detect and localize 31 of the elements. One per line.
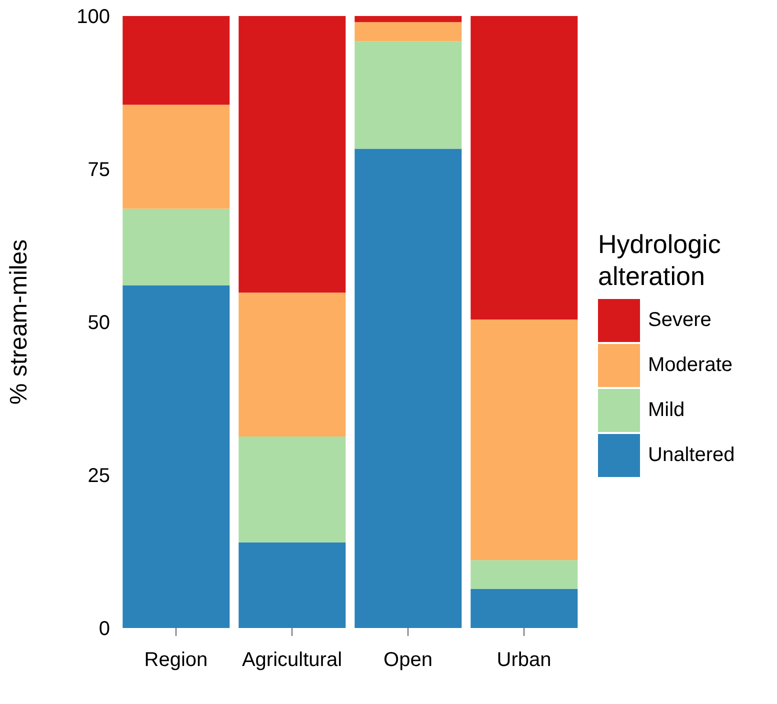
bar xyxy=(122,16,230,105)
y-axis-title: % stream-miles xyxy=(6,239,33,405)
y-tick-label: 0 xyxy=(98,618,110,640)
bar xyxy=(354,148,462,628)
legend-title: Hydrologic alteration xyxy=(598,228,722,292)
y-tick-label: 50 xyxy=(88,312,110,334)
x-tick-label: Urban xyxy=(496,649,552,672)
legend-label: Mild xyxy=(648,399,685,422)
legend-label: Moderate xyxy=(648,354,732,377)
bar xyxy=(238,542,346,628)
bar xyxy=(470,16,578,320)
bar xyxy=(238,292,346,436)
x-tick-label: Open xyxy=(384,649,432,672)
bar xyxy=(238,436,346,542)
bar xyxy=(122,104,230,209)
bar xyxy=(354,41,462,149)
x-tick-label: Region xyxy=(144,649,208,672)
y-tick-label: 100 xyxy=(76,6,110,28)
x-tick-label: Agricultural xyxy=(242,649,342,672)
bar xyxy=(470,588,578,628)
bar xyxy=(238,16,346,293)
bar xyxy=(122,285,230,628)
legend-label: Unaltered xyxy=(648,444,735,467)
bar xyxy=(470,320,578,560)
bar xyxy=(354,16,462,22)
legend-label: Severe xyxy=(648,309,712,332)
bar xyxy=(354,22,462,42)
bar xyxy=(122,208,230,286)
y-tick-label: 25 xyxy=(88,465,110,488)
y-tick-label: 75 xyxy=(88,159,110,182)
bar xyxy=(470,560,578,589)
